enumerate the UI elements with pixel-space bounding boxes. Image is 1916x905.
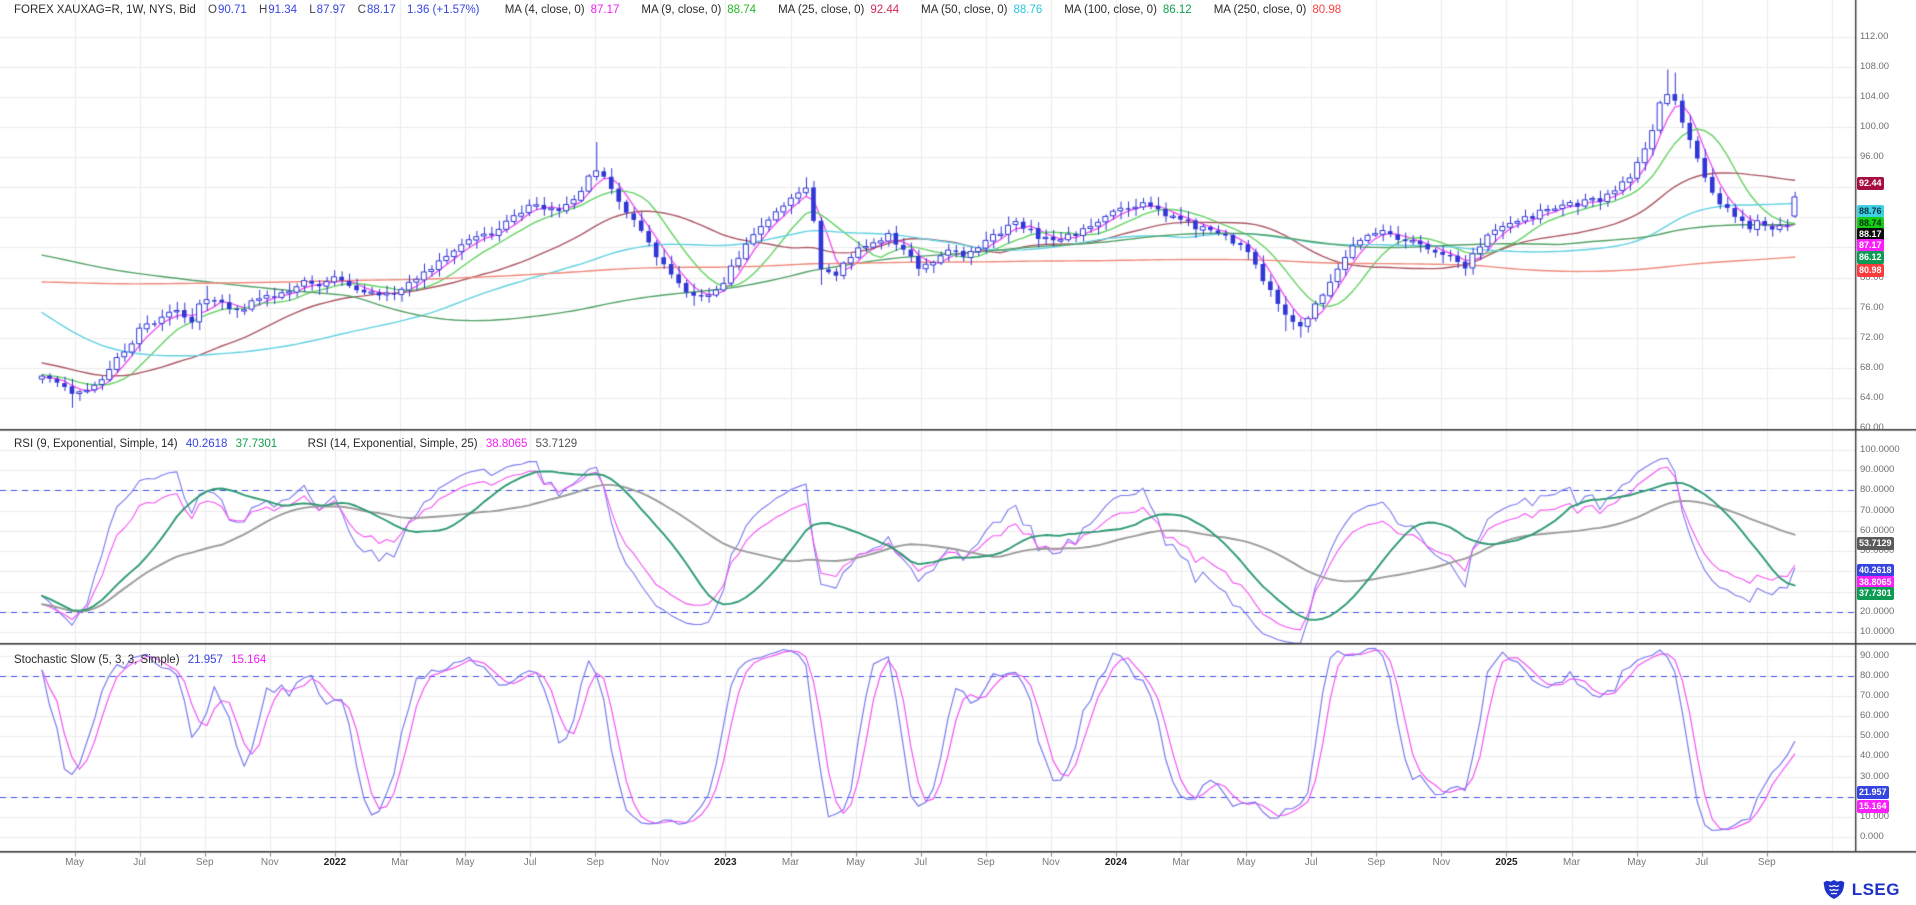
ma-legend-item[interactable]: MA (50, close, 0) 88.76 [921, 4, 1042, 16]
ma-legend: MA (4, close, 0) 87.17 MA (9, close, 0) 88.… [483, 4, 1341, 16]
stochastic-label[interactable]: Stochastic Slow (5, 3, 3, Simple) [14, 654, 180, 666]
ma-legend-value: 87.17 [590, 4, 620, 16]
ma-legend-label: MA (25, close, 0) [778, 4, 865, 16]
rsi14-signal-value: 53.7129 [535, 438, 578, 450]
change-value: 1.36 (+1.57%) [406, 4, 480, 16]
ma-legend-item[interactable]: MA (100, close, 0) 86.12 [1064, 4, 1191, 16]
stochastic-legend: Stochastic Slow (5, 3, 3, Simple) 21.957… [14, 654, 266, 666]
rsi14-label[interactable]: RSI (14, Exponential, Simple, 25) [307, 438, 478, 450]
ma-legend-label: MA (100, close, 0) [1064, 4, 1157, 16]
price-chart-panel[interactable] [0, 0, 1855, 429]
ma-legend-item[interactable]: MA (25, close, 0) 92.44 [778, 4, 899, 16]
panel-resize-handle[interactable] [0, 426, 1916, 433]
ma-legend-item[interactable]: MA (9, close, 0) 88.74 [641, 4, 756, 16]
ma-legend-value: 86.12 [1162, 4, 1192, 16]
main-chart-legend: FOREX XAUXAG=R, 1W, NYS, Bid O90.71 H91.… [14, 4, 1341, 16]
rsi-axis[interactable] [1855, 431, 1916, 643]
symbol-title[interactable]: FOREX XAUXAG=R, 1W, NYS, Bid [14, 4, 196, 16]
lseg-logo: LSEG [1821, 879, 1900, 901]
ma-legend-item[interactable]: MA (4, close, 0) 87.17 [505, 4, 620, 16]
rsi9-label[interactable]: RSI (9, Exponential, Simple, 14) [14, 438, 178, 450]
close-label: C [357, 4, 366, 16]
ma-legend-value: 88.76 [1013, 4, 1043, 16]
ma-legend-label: MA (50, close, 0) [921, 4, 1008, 16]
rsi9-value: 40.2618 [185, 438, 228, 450]
ma-legend-label: MA (4, close, 0) [504, 4, 585, 16]
ma-legend-value: 80.98 [1312, 4, 1342, 16]
stoch-k-value: 21.957 [187, 654, 223, 666]
open-label: O [208, 4, 217, 16]
time-axis[interactable] [0, 853, 1916, 879]
ma-legend-label: MA (250, close, 0) [1213, 4, 1307, 16]
high-value: 91.34 [268, 4, 298, 16]
panel-resize-handle[interactable] [0, 640, 1916, 647]
stoch-d-value: 15.164 [231, 654, 267, 666]
rsi14-value: 38.8065 [485, 438, 528, 450]
low-value: 87.97 [316, 4, 346, 16]
high-label: H [258, 4, 268, 16]
ma-legend-value: 92.44 [870, 4, 900, 16]
open-value: 90.71 [217, 4, 247, 16]
panel-resize-handle[interactable] [0, 848, 1916, 855]
lseg-crest-icon [1823, 880, 1845, 899]
rsi-legend: RSI (9, Exponential, Simple, 14) 40.2618… [14, 438, 577, 450]
ma-legend-value: 88.74 [727, 4, 757, 16]
price-axis[interactable] [1855, 0, 1916, 429]
lseg-logo-text: LSEG [1851, 880, 1900, 899]
rsi9-signal-value: 37.7301 [235, 438, 278, 450]
low-label: L [309, 4, 316, 16]
stochastic-panel[interactable] [0, 645, 1855, 851]
ma-legend-label: MA (9, close, 0) [641, 4, 722, 16]
close-value: 88.17 [366, 4, 396, 16]
stoch-axis[interactable] [1855, 645, 1916, 851]
ma-legend-item[interactable]: MA (250, close, 0) 80.98 [1214, 4, 1341, 16]
rsi-panel[interactable] [0, 431, 1855, 643]
